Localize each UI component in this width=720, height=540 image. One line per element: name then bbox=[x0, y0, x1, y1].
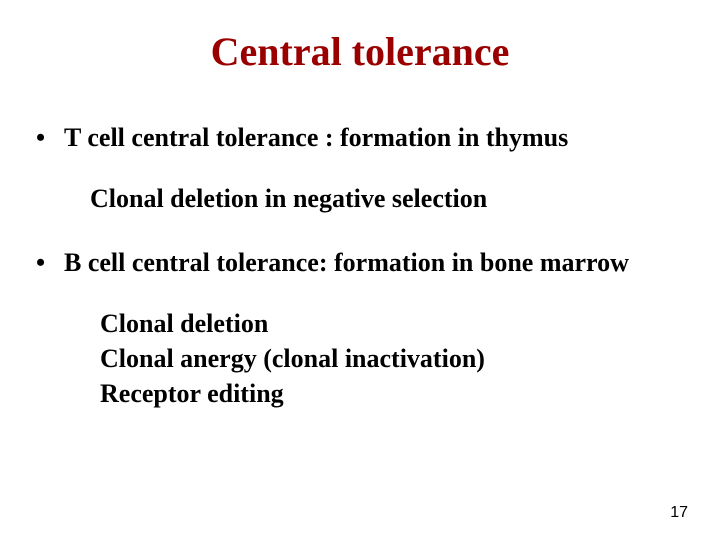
sub-2c: Receptor editing bbox=[100, 376, 684, 411]
sub-2a: Clonal deletion bbox=[100, 306, 684, 341]
sub-2-group: Clonal deletion Clonal anergy (clonal in… bbox=[100, 306, 684, 411]
bullet-1: • T cell central tolerance : formation i… bbox=[36, 123, 684, 153]
bullet-2-text: B cell central tolerance: formation in b… bbox=[64, 248, 629, 278]
slide-title: Central tolerance bbox=[36, 28, 684, 75]
bullet-2: • B cell central tolerance: formation in… bbox=[36, 248, 684, 278]
bullet-marker: • bbox=[36, 248, 64, 278]
bullet-marker: • bbox=[36, 123, 64, 153]
sub-1: Clonal deletion in negative selection bbox=[90, 181, 684, 216]
sub-2b: Clonal anergy (clonal inactivation) bbox=[100, 341, 684, 376]
bullet-1-text: T cell central tolerance : formation in … bbox=[64, 123, 568, 153]
slide: Central tolerance • T cell central toler… bbox=[0, 0, 720, 540]
page-number: 17 bbox=[670, 504, 688, 522]
